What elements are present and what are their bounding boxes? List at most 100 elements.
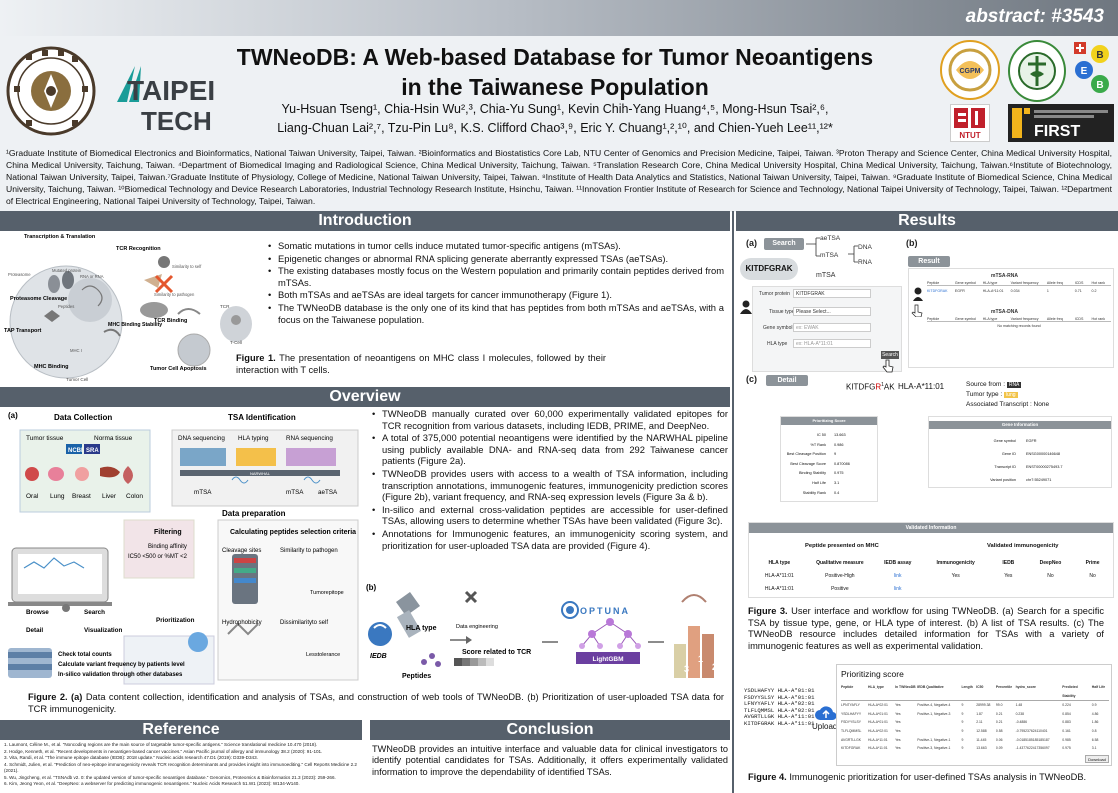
hla-type-input[interactable]: ex: HLA-A*11:01 xyxy=(793,339,871,348)
download-button[interactable]: Download xyxy=(1085,755,1109,763)
table-row: HLA-A*11:01 Positive-High link Yes Yes No No xyxy=(753,570,1111,583)
cell: EGFR xyxy=(954,289,965,293)
figure-3-caption-label: Figure 3. xyxy=(748,606,788,616)
col-header: Allele freq xyxy=(1046,317,1063,321)
cleavage-sites-label: Cleavage sites xyxy=(222,548,261,554)
fig3a-search-submit[interactable]: Search xyxy=(881,351,899,359)
upload-line: AVGRTLLGK HLA-A*11:01 xyxy=(744,713,815,721)
iedb-link[interactable]: link xyxy=(894,586,902,592)
first-institute-logo: FIRST xyxy=(1008,104,1114,142)
overview-bullet: TWNeoDB provides users with access to a … xyxy=(372,468,728,503)
fig1-transcription-label: Transcription & Translation xyxy=(24,234,96,240)
title-line-2: in the Taiwanese Population xyxy=(401,74,709,100)
table-row[interactable]: KITDFGRAK EGFR HLA-A*11:01 0.034 1 0.71 … xyxy=(927,289,1111,293)
table-row: TLFLQMMSL HLA-A*02:01 Yes 9 12.588 0.58 -0.795… xyxy=(841,728,1097,733)
first-text: FIRST xyxy=(1034,123,1080,140)
overview-bullet: A total of 375,000 potential neoantigens… xyxy=(372,432,728,467)
validated-immunogenicity-title: Validated immunogenicity xyxy=(987,543,1059,549)
tissue-type-label: Tissue type xyxy=(769,309,795,315)
figure-2-caption: Figure 2. (a) Data content collection, i… xyxy=(28,692,724,715)
overview-bullet: In-silico and external cross-validation … xyxy=(372,504,728,527)
figure-4-caption-text: Immunogenic prioritization for user-defi… xyxy=(786,772,1087,782)
fig3b-result-button[interactable]: Result xyxy=(908,256,950,267)
reference-item: 5. Wu, Jingcheng, et al. "TSNAdb v2. 0: … xyxy=(4,774,336,780)
taipei-tech-logo: TAIPEI TECH xyxy=(105,62,230,136)
cmu-logo xyxy=(1008,40,1066,102)
organ-oral-label: Oral xyxy=(26,493,39,500)
poster-title: TWNeoDB: A Web-based Database for Tumor … xyxy=(215,42,895,102)
tissue-type-select[interactable]: Please Select... xyxy=(793,307,871,316)
ic50-label: IC50 <500 or %MT <2 xyxy=(128,554,188,560)
reference-item: 2. Hodge, Kenneth, et al. "Recent develo… xyxy=(4,748,323,754)
check-1: Check total counts xyxy=(58,652,112,658)
overview-bullet: TWNeoDB manually curated over 60,000 exp… xyxy=(372,408,728,431)
svg-text:E: E xyxy=(1081,66,1088,77)
ebb-logo: B E B xyxy=(1072,40,1112,106)
fig1-mhc-binding-label: MHC Binding Stability xyxy=(108,322,162,328)
figure-3a: (a) Search aeTSA mTSA DNA RNA KITDFGRAK … xyxy=(740,234,904,374)
fig3c-hla: HLA-A*11:01 xyxy=(898,382,945,391)
mtsa-rna-table: Peptide Gene symbol HLA type Variant fre… xyxy=(927,281,1111,299)
fig3-c-label: (c) xyxy=(746,374,757,384)
introduction-bullets: Somatic mutations in tumor cells induce … xyxy=(268,240,724,326)
iedb-link[interactable]: link xyxy=(894,573,902,579)
organ-breast-label: Breast xyxy=(72,493,91,500)
reference-item: 4. Schmidt, Julien, et al. "Prediction o… xyxy=(4,761,357,774)
tumor-type-label: Tumor type : xyxy=(966,391,1003,398)
figure-1-caption: Figure 1. The presentation of neoantigen… xyxy=(236,353,606,376)
optuna-text: OPTUNA xyxy=(580,606,630,616)
figure-2-caption-text: Data content collection, identification … xyxy=(28,692,724,714)
sra-label: SRA xyxy=(86,448,99,454)
gene-row: Gene ID ENSG00000146648 xyxy=(1001,452,1060,456)
fig3a-search-button[interactable]: Search xyxy=(764,238,804,250)
fig3c-detail-button[interactable]: Detail xyxy=(766,375,808,386)
fig3a-search-form: Tumor protein KITDFGRAK Tissue type Plea… xyxy=(752,286,902,373)
col-header: Variant frequency xyxy=(1010,317,1039,321)
validated-header-row: HLA type Qualitative measure IEDB assay Imm… xyxy=(768,560,1100,566)
reference-list: 1. Laumont, Céline M., et al. "Noncoding… xyxy=(4,742,362,788)
associated-transcript: Associated Transcript : None xyxy=(966,401,1050,408)
upload-label[interactable]: Upload xyxy=(812,722,838,731)
fig1-mhc-i-label: MHC I xyxy=(70,348,82,353)
validated-information-title: Validated Information xyxy=(749,523,1113,533)
gene-row: Variant position chr7:55249071 xyxy=(990,478,1052,482)
narwhal-label: NARWHAL xyxy=(250,471,271,476)
fig3a-mtsa-label: mTSA xyxy=(820,252,839,259)
gene-symbol-input[interactable]: ex: EWAK xyxy=(793,323,871,332)
cell: 0.2 xyxy=(1091,289,1097,293)
table-row: LPNTYAFLY HLA-A*02:01 Yes Positive-4, Negat… xyxy=(841,703,1097,708)
title-line-1: TWNeoDB: A Web-based Database for Tumor … xyxy=(236,44,874,70)
abstract-bar xyxy=(0,0,1118,36)
validated-information-panel: Validated Information Peptide presented … xyxy=(748,522,1114,598)
affiliations: ¹Graduate Institute of Biomedical Electr… xyxy=(6,148,1112,206)
col-header: ICDS xyxy=(1074,281,1084,285)
tumor-protein-input[interactable]: KITDFGRAK xyxy=(793,289,871,298)
cell: HLA-A*11:01 xyxy=(982,289,1004,293)
svg-text:CGPM: CGPM xyxy=(960,68,981,75)
table-row: KITDFGRAK HLA-A*11:01 Yes Positive-3, Negat… xyxy=(841,746,1097,751)
score-row: Stability Rank 0.4 xyxy=(802,490,840,495)
col-header: Peptide xyxy=(927,281,940,285)
intro-bullet: The existing databases mostly focus on t… xyxy=(268,265,724,288)
svg-text:1: 1 xyxy=(698,654,703,664)
organ-colon-label: Colon xyxy=(126,493,143,500)
tumorepitope-label: Tumorepitope xyxy=(310,590,344,596)
conclusion-header: Conclusion xyxy=(370,720,730,740)
fig3-a-label: (a) xyxy=(746,238,757,248)
prioritizing-header-row: Peptide HLA_type In TWNeoDB IEDB Qualitativ… xyxy=(841,683,1109,702)
fig3a-rna-label: RNA xyxy=(858,259,872,266)
prioritizing-score-title: Prioritizing Score xyxy=(781,417,877,425)
filtering-title: Filtering xyxy=(154,529,182,536)
svg-text:B: B xyxy=(1096,50,1103,61)
overview-header: Overview xyxy=(0,387,730,407)
gene-table: Gene symbol EGFR Gene ID ENSG00000146648 T… xyxy=(933,435,1109,487)
upload-line: FSDYYSLSY HLA-A*01:01 xyxy=(744,693,815,701)
figure-3b: (b) Result mTSA-RNA Peptide Gene symbol … xyxy=(904,234,1116,374)
prioritizing-score-table-title: Prioritizing score xyxy=(841,669,904,679)
svg-text:B: B xyxy=(1096,80,1103,91)
abstract-tag: abstract: #3543 xyxy=(965,6,1104,27)
cell[interactable]: KITDFGRAK xyxy=(927,289,948,293)
figure-1-diagram: Transcription & Translation TCR Recognit… xyxy=(4,232,260,382)
conclusion-text: TWNeoDB provides an intuitive interface … xyxy=(372,744,728,777)
gene-information-title: Gene Information xyxy=(929,421,1111,429)
